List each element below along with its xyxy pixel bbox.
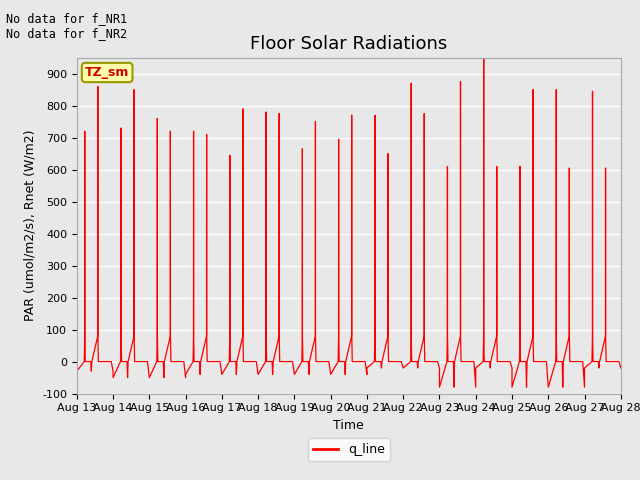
Text: No data for f_NR1
No data for f_NR2: No data for f_NR1 No data for f_NR2 <box>6 12 127 40</box>
X-axis label: Time: Time <box>333 419 364 432</box>
Text: TZ_sm: TZ_sm <box>85 66 129 79</box>
Legend: q_line: q_line <box>308 438 390 461</box>
Title: Floor Solar Radiations: Floor Solar Radiations <box>250 35 447 53</box>
Y-axis label: PAR (umol/m2/s), Rnet (W/m2): PAR (umol/m2/s), Rnet (W/m2) <box>24 130 36 321</box>
